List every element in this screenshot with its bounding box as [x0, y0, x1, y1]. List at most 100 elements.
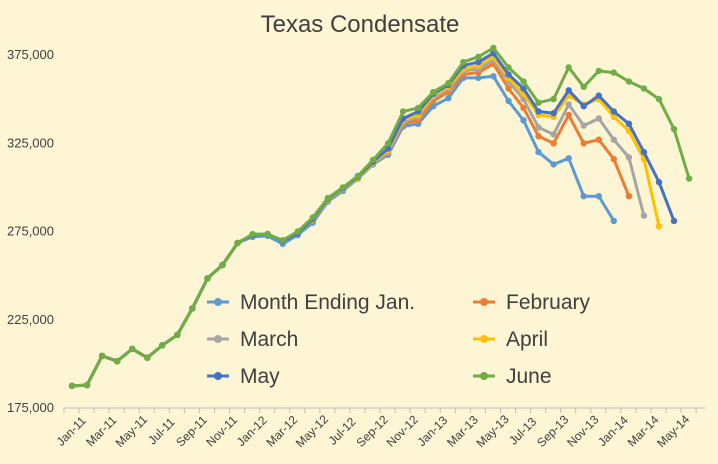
- data-point: [294, 228, 301, 235]
- x-tick-label: Jan-13: [414, 413, 450, 449]
- legend-label: April: [506, 328, 548, 351]
- data-point: [550, 161, 557, 168]
- legend-item: Month Ending Jan.: [207, 291, 415, 314]
- legend-item: June: [473, 365, 552, 388]
- legend-swatch-marker: [214, 335, 222, 343]
- legend-swatch-marker: [214, 372, 222, 380]
- y-tick-label: 225,000: [7, 312, 54, 327]
- x-tick-label: Mar-11: [83, 413, 119, 449]
- data-point: [580, 140, 587, 147]
- data-point: [445, 95, 452, 102]
- data-point: [535, 99, 542, 106]
- data-point: [324, 194, 332, 202]
- legend-label: February: [506, 291, 591, 314]
- data-point: [520, 78, 527, 85]
- data-point: [249, 230, 256, 238]
- data-point: [640, 212, 648, 219]
- data-point: [655, 223, 663, 230]
- data-point: [505, 71, 512, 78]
- data-point: [415, 104, 422, 112]
- data-point: [520, 104, 527, 112]
- data-point: [475, 74, 482, 82]
- x-tick-label: Sep-11: [173, 413, 210, 450]
- data-point: [625, 78, 633, 85]
- y-tick-label: 325,000: [7, 135, 54, 150]
- data-point: [565, 101, 572, 108]
- data-point: [625, 120, 633, 128]
- data-point: [595, 136, 602, 143]
- data-point: [114, 358, 121, 365]
- data-point: [610, 69, 617, 76]
- data-point: [595, 92, 602, 99]
- chart-title: Texas Condensate: [261, 11, 460, 38]
- data-point: [550, 140, 557, 147]
- data-point: [610, 136, 617, 143]
- data-point: [640, 85, 648, 92]
- y-tick-label: 375,000: [7, 47, 54, 62]
- x-tick-label: May-13: [473, 412, 511, 450]
- data-point: [279, 237, 286, 244]
- x-tick-label: Sep-13: [534, 412, 571, 449]
- series-lines: [68, 44, 693, 390]
- legend-item: April: [473, 328, 548, 351]
- data-point: [535, 148, 542, 156]
- data-point: [670, 125, 678, 133]
- data-point: [505, 64, 512, 71]
- x-tick-label: Nov-11: [203, 413, 240, 450]
- data-point: [565, 87, 572, 94]
- legend-swatch-marker: [480, 372, 488, 380]
- x-tick-label: Nov-13: [564, 412, 601, 449]
- data-point: [595, 67, 602, 75]
- x-tick-label: Jan-11: [54, 413, 89, 448]
- data-point: [580, 103, 587, 110]
- data-point: [550, 95, 557, 103]
- data-point: [655, 178, 663, 186]
- series-5: [68, 44, 693, 390]
- legend-swatch-marker: [480, 298, 488, 306]
- legend-item: February: [473, 291, 591, 314]
- x-tick-label: May-11: [113, 412, 151, 450]
- data-point: [219, 261, 226, 269]
- data-point: [550, 131, 557, 138]
- legend-label: May: [240, 365, 280, 388]
- data-point: [83, 381, 91, 389]
- data-point: [580, 122, 587, 129]
- data-point: [430, 88, 437, 96]
- data-point: [339, 184, 347, 191]
- data-point: [68, 382, 76, 390]
- x-axis: Jan-11Mar-11May-11Jul-11Sep-11Nov-11Jan-…: [54, 407, 706, 450]
- legend-label: March: [240, 328, 298, 351]
- data-point: [625, 193, 633, 200]
- data-point: [580, 83, 587, 91]
- y-tick-label: 275,000: [7, 224, 54, 239]
- legend-label: June: [506, 365, 552, 388]
- data-point: [610, 113, 617, 121]
- data-point: [234, 239, 241, 247]
- data-point: [520, 117, 527, 124]
- data-point: [610, 108, 617, 115]
- data-point: [475, 58, 482, 66]
- data-point: [98, 352, 106, 360]
- series-4: [68, 50, 678, 390]
- data-point: [445, 80, 452, 87]
- x-tick-label: May-14: [654, 412, 692, 450]
- x-tick-label: Jul-13: [506, 414, 539, 447]
- data-point: [610, 155, 617, 163]
- data-point: [159, 342, 166, 349]
- data-point: [189, 305, 196, 312]
- x-tick-label: Jan-14: [595, 413, 631, 449]
- data-point: [655, 95, 663, 103]
- y-axis-ticks: 175,000 225,000 275,000 325,000 375,000: [7, 47, 54, 415]
- data-point: [505, 85, 512, 92]
- data-point: [535, 133, 542, 140]
- x-tick-label: Nov-12: [384, 412, 421, 449]
- legend: Month Ending Jan. February March April May Ju…: [207, 291, 591, 388]
- data-point: [565, 155, 572, 162]
- data-point: [550, 110, 557, 117]
- data-point: [460, 58, 467, 66]
- legend-label: Month Ending Jan.: [240, 291, 415, 314]
- x-tick-label: Mar-14: [625, 413, 662, 450]
- data-point: [264, 230, 271, 238]
